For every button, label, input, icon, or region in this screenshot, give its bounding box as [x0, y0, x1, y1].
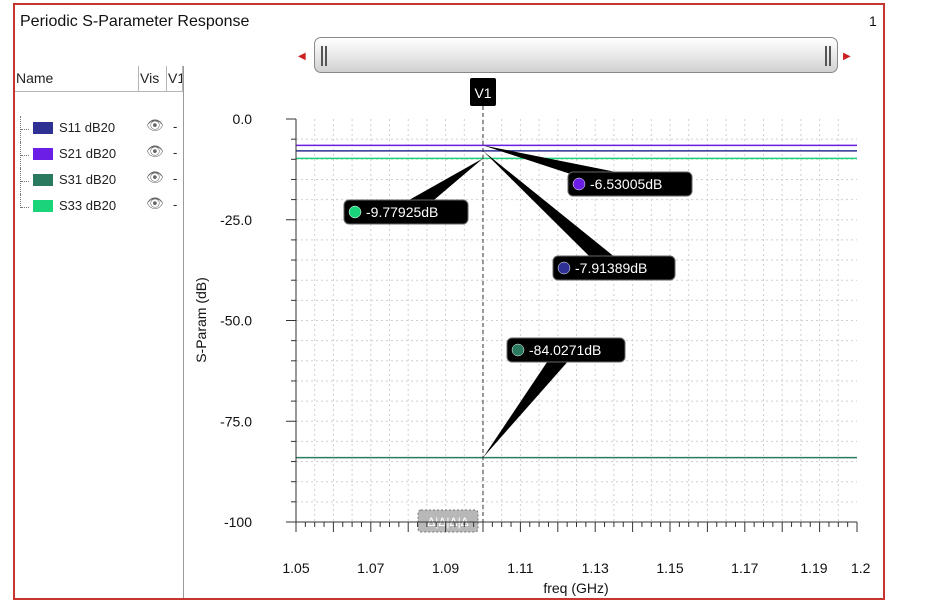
eye-icon[interactable]: 👁	[146, 169, 164, 185]
x-tick-label: 1.11	[507, 560, 533, 576]
eye-icon[interactable]: 👁	[146, 117, 164, 133]
legend-header-name[interactable]: Name	[15, 66, 139, 92]
y-tick-label: -25.0	[220, 212, 252, 228]
tree-connector	[20, 142, 31, 168]
legend-row-s33[interactable]: S33 dB20 👁 -	[15, 194, 183, 220]
legend-value: -	[173, 119, 178, 134]
legend-panel: Name Vis V1 S11 dB20 👁 - S21 dB20 👁 - S3…	[15, 66, 184, 598]
horizontal-scrollbar[interactable]: ◀ ▶	[296, 37, 856, 77]
marker-layer: V1Δ|Δ|Δ|Δ	[417, 78, 496, 533]
callout-dot-icon	[572, 177, 586, 191]
eye-icon[interactable]: 👁	[146, 143, 164, 159]
delta-marker-tag[interactable]	[417, 509, 479, 533]
callout-value-label: -9.77925dB	[366, 204, 438, 220]
legend-label: S33 dB20	[59, 198, 117, 213]
x-tick-label: 1.19	[800, 560, 827, 576]
callout-dot-icon	[348, 205, 362, 219]
callout-dot-icon	[511, 343, 525, 357]
marker-tag-v1[interactable]	[470, 78, 496, 106]
x-axis-title: freq (GHz)	[543, 580, 608, 596]
legend-value: -	[173, 197, 178, 212]
legend-row-s21[interactable]: S21 dB20 👁 -	[15, 142, 183, 168]
scroll-thumb[interactable]	[314, 37, 838, 73]
legend-value: -	[173, 171, 178, 186]
x-tick-label: 1.13	[582, 560, 609, 576]
scroll-left-arrow-icon[interactable]: ◀	[298, 51, 306, 62]
y-tick-label: 0.0	[233, 111, 253, 127]
scroll-right-arrow-icon[interactable]: ▶	[843, 51, 851, 62]
callout-box[interactable]	[552, 255, 676, 281]
callout-box[interactable]	[506, 337, 626, 363]
legend-value: -	[173, 145, 178, 160]
window-number: 1	[869, 13, 877, 29]
tree-connector	[20, 194, 31, 208]
scroll-grip-right-icon[interactable]	[825, 46, 831, 66]
legend-header-vis[interactable]: Vis	[139, 66, 167, 92]
legend-header-v1[interactable]: V1	[167, 66, 183, 92]
callout-box[interactable]	[343, 199, 469, 225]
scroll-grip-left-icon[interactable]	[321, 46, 327, 66]
callout-value-label: -6.53005dB	[590, 176, 662, 192]
tree-connector	[20, 168, 31, 194]
legend-label: S31 dB20	[59, 172, 117, 187]
callout-dot-icon	[557, 261, 571, 275]
x-tick-label: 1.2	[851, 560, 871, 576]
x-tick-label: 1.15	[656, 560, 683, 576]
marker-tag-label: V1	[474, 85, 491, 101]
legend-swatch	[33, 200, 53, 212]
legend-swatch	[33, 122, 53, 134]
legend-row-s11[interactable]: S11 dB20 👁 -	[15, 116, 183, 142]
x-tick-label: 1.17	[731, 560, 758, 576]
window-title: Periodic S-Parameter Response	[20, 13, 250, 30]
legend-label: S11 dB20	[59, 120, 116, 135]
x-tick-label: 1.09	[432, 560, 459, 576]
axis-layer: 0.0 -25.0 -50.0 -75.0 -100 1.05 1.07 1.09 1.11 1.…	[193, 111, 871, 596]
callout-value-label: -7.91389dB	[575, 260, 647, 276]
tree-connector	[20, 116, 31, 142]
series-layer	[296, 144, 857, 459]
y-tick-label: -100	[224, 514, 252, 530]
callout-pointer	[483, 150, 620, 275]
y-tick-label: -50.0	[220, 313, 252, 329]
y-tick-label: -75.0	[220, 413, 252, 429]
eye-icon[interactable]: 👁	[146, 195, 164, 211]
annotation-layer: -9.77925dB -6.53005dB -7.91389dB -84.0271dB	[343, 145, 693, 458]
callout-box[interactable]	[567, 171, 693, 197]
legend-swatch	[33, 174, 53, 186]
callout-pointer	[483, 344, 574, 458]
legend-swatch	[33, 148, 53, 160]
graph-window-frame	[13, 3, 885, 600]
x-tick-label: 1.07	[357, 560, 384, 576]
x-tick-label: 1.05	[282, 560, 309, 576]
callout-value-label: -84.0271dB	[529, 342, 601, 358]
legend-row-s31[interactable]: S31 dB20 👁 -	[15, 168, 183, 194]
y-axis-title: S-Param (dB)	[193, 277, 209, 363]
legend-label: S21 dB20	[59, 146, 117, 161]
